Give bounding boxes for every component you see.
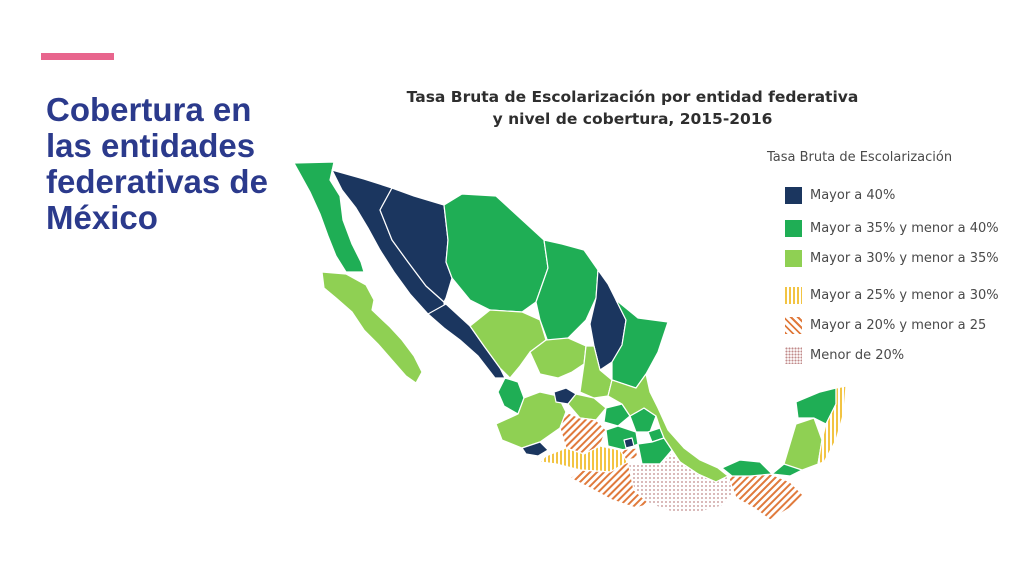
state-queretaro [603,403,631,427]
legend-item-mayor-40: Mayor a 40% [767,185,1017,205]
legend-item-20-25: Mayor a 20% y menor a 25 [767,315,1017,335]
map-legend: Tasa Bruta de Escolarización Mayor a 40%… [767,150,1017,365]
legend-swatch [785,186,802,204]
legend-swatch [785,316,802,334]
legend-swatch [785,286,802,304]
state-baja-california-sur [321,271,423,384]
state-morelos [619,447,639,461]
state-tabasco [721,459,773,477]
legend-swatch [785,346,802,364]
state-quintana-roo [817,385,847,465]
map-title-line-1: Tasa Bruta de Escolarización por entidad… [406,88,859,106]
legend-item-30-35: Mayor a 30% y menor a 35% [767,248,1017,268]
legend-swatch [785,249,802,267]
legend-label: Menor de 20% [810,347,905,363]
state-baja-california [293,161,365,273]
legend-label: Mayor a 30% y menor a 35% [810,250,999,266]
state-yucatan-south [783,417,823,471]
legend-label: Mayor a 35% y menor a 40% [810,220,999,236]
state-chiapas [727,473,805,521]
legend-swatch [785,219,802,237]
legend-item-25-30: Mayor a 25% y menor a 30% [767,285,1017,305]
state-cdmx [623,437,635,449]
legend-label: Mayor a 40% [810,187,896,203]
state-colima [521,441,549,457]
slide-title: Cobertura en las entidades federativas d… [46,91,268,236]
legend-title: Tasa Bruta de Escolarización [767,150,953,165]
state-guerrero-coast [569,461,651,509]
state-coahuila [443,193,549,313]
legend-item-35-40: Mayor a 35% y menor a 40% [767,218,1017,238]
legend-item-menor-20: Menor de 20% [767,345,1017,365]
legend-label: Mayor a 25% y menor a 30% [810,287,999,303]
map-title-line-2: y nivel de cobertura, 2015-2016 [492,110,773,128]
map-title: Tasa Bruta de Escolarización por entidad… [395,86,870,130]
legend-label: Mayor a 20% y menor a 25 [810,317,987,333]
accent-bar [41,53,114,60]
